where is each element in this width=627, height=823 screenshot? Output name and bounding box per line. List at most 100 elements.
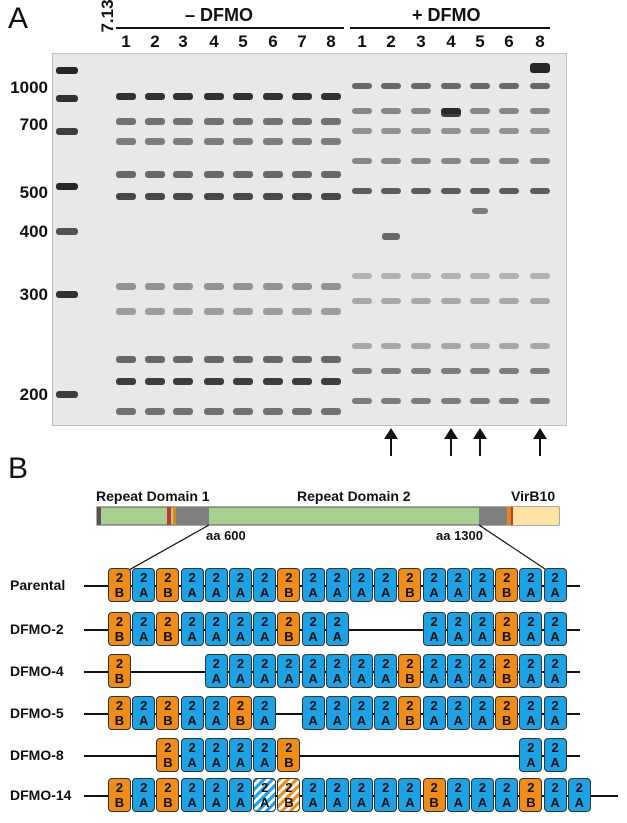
size-label-300: 300 (19, 285, 48, 304)
gel-band (411, 128, 431, 134)
box-letter: A (138, 795, 149, 810)
gel-band (292, 118, 312, 125)
box-letter: A (477, 795, 488, 810)
lane-label-plus-1: 1 (357, 32, 367, 51)
gel-band (292, 171, 312, 178)
gel-band (292, 283, 312, 290)
box-number: 2 (309, 698, 317, 713)
gel-band (530, 108, 550, 114)
box-letter: B (114, 713, 125, 728)
box-letter: A (187, 755, 197, 770)
box-letter: A (211, 795, 221, 810)
gel-band (145, 171, 165, 178)
box-letter: B (163, 713, 173, 728)
gel-band (263, 193, 283, 200)
gel-band (173, 378, 193, 385)
box-number: 2 (551, 780, 559, 795)
box-number: 2 (333, 780, 341, 795)
gel-band (470, 273, 490, 279)
box-letter: A (259, 629, 270, 644)
box-letter: A (332, 795, 342, 810)
box-letter: A (187, 585, 197, 600)
gel-band (321, 193, 341, 200)
gel-band (116, 193, 136, 200)
gel-band (173, 171, 193, 178)
box-letter: A (429, 713, 439, 728)
size-label-700: 700 (19, 115, 48, 134)
gel-band (470, 83, 490, 89)
gel-band (411, 188, 431, 194)
gel-band (173, 138, 193, 145)
box-number: 2 (430, 780, 438, 795)
gel-band (441, 273, 461, 279)
lane-label-minus-8: 8 (326, 32, 336, 51)
gel-band (441, 83, 461, 89)
box-letter: A (308, 585, 318, 600)
box-letter: A (138, 629, 149, 644)
lane-label-minus-1: 1 (121, 32, 131, 51)
box-number: 2 (164, 780, 172, 795)
box-number: 2 (212, 698, 220, 713)
box-number: 2 (309, 656, 317, 671)
box-letter: A (308, 629, 318, 644)
gel-band (321, 138, 341, 145)
box-number: 2 (503, 570, 511, 585)
gel-band (530, 368, 550, 374)
gel-band (499, 188, 519, 194)
box-number: 2 (212, 740, 220, 755)
gel-band (411, 398, 431, 404)
gel-image (52, 53, 567, 426)
gel-band (204, 408, 224, 415)
lane-label-plus-8: 8 (535, 32, 545, 51)
box-number: 2 (115, 656, 124, 671)
gel-band (233, 308, 253, 315)
gel-band (204, 356, 224, 363)
gel-band (411, 273, 431, 279)
gel-band (381, 158, 401, 164)
gel-band (145, 283, 165, 290)
size-label-1000: 1000 (10, 78, 48, 97)
gel-band (411, 368, 431, 374)
gel-band (173, 193, 193, 200)
box-letter: A (356, 713, 367, 728)
gel-band (116, 308, 136, 315)
gel-band (441, 128, 461, 134)
box-number: 2 (406, 570, 414, 585)
box-letter: A (332, 585, 342, 600)
box-number: 2 (575, 780, 583, 795)
box-number: 2 (261, 780, 269, 795)
aa-600-label: aa 600 (206, 528, 246, 543)
gel-band (116, 171, 136, 178)
size-label-200: 200 (19, 385, 48, 404)
box-letter: B (163, 755, 173, 770)
gel-band (116, 138, 136, 145)
